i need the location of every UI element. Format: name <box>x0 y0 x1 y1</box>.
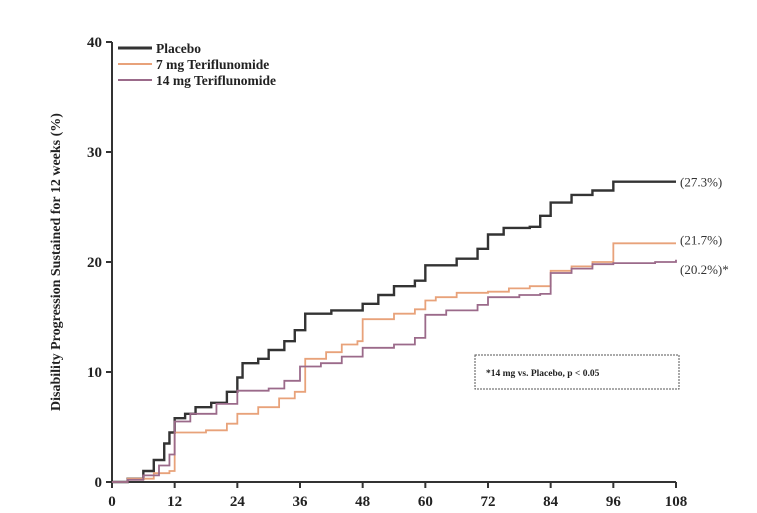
annotation-box: *14 mg vs. Placebo, p < 0.05 <box>474 354 680 390</box>
x-tick-label: 84 <box>543 494 559 510</box>
end-label: (20.2%)* <box>680 262 729 277</box>
x-tick-label: 36 <box>293 494 309 510</box>
series-line-14-mg-teriflunomide <box>112 259 677 483</box>
y-tick-label: 20 <box>87 255 102 271</box>
legend-label: 7 mg Teriflunomide <box>156 57 269 72</box>
y-tick-label: 30 <box>87 145 102 161</box>
y-tick-label: 10 <box>87 365 102 381</box>
end-label: (27.3%) <box>680 175 722 190</box>
end-label: (21.7%) <box>680 232 722 247</box>
x-tick-label: 60 <box>418 494 433 510</box>
y-axis: 0 10 20 30 40 <box>87 35 113 491</box>
x-tick-label: 96 <box>606 494 622 510</box>
y-tick-label: 40 <box>87 35 102 51</box>
x-axis: 0 12 24 36 48 60 72 84 96 108 <box>108 481 688 510</box>
y-axis-title: Disability Progression Sustained for 12 … <box>49 113 64 411</box>
legend-label: Placebo <box>156 41 201 56</box>
series-line-7-mg-teriflunomide <box>112 242 676 483</box>
x-tick-label: 24 <box>230 494 246 510</box>
x-tick-label: 0 <box>108 494 116 510</box>
annotation-border <box>474 354 680 390</box>
y-tick-label: 0 <box>95 475 103 491</box>
series-line-placebo <box>112 180 676 484</box>
x-tick-label: 12 <box>167 494 182 510</box>
x-tick-label: 48 <box>355 494 370 510</box>
end-labels: (27.3%) (21.7%) (20.2%)* <box>680 175 729 277</box>
series-lines <box>112 180 677 484</box>
annotation-text: *14 mg vs. Placebo, p < 0.05 <box>486 369 600 379</box>
x-tick-label: 72 <box>481 494 496 510</box>
x-tick-label: 108 <box>665 494 688 510</box>
legend-label: 14 mg Teriflunomide <box>156 73 276 88</box>
